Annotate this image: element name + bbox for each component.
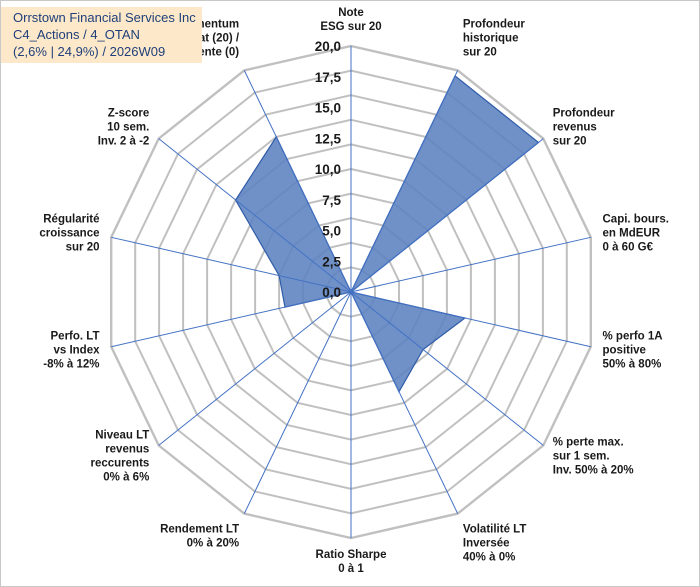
axis-label-line: en MdEUR xyxy=(603,227,661,239)
axis-label-line: Z-score xyxy=(108,107,150,119)
axis-label-line: Rendement LT xyxy=(160,523,239,535)
axis-label-line: croissance xyxy=(39,227,99,239)
axis-label-line: 0 à 1 xyxy=(338,563,364,575)
axis-label-line: Capi. bours. xyxy=(603,213,669,225)
axis-label-line: sur 20 xyxy=(553,135,587,147)
axis-label-line: Note xyxy=(338,7,364,19)
axis-label-line: Niveau LT xyxy=(95,430,149,442)
axis-label: Volatilité LT Inversée 40% à 0% xyxy=(463,523,526,563)
axis-label: Profondeur historique sur 20 xyxy=(463,19,525,59)
axis-label: Rendement LT 0% à 20% xyxy=(160,523,239,549)
tick-label: 0,0 xyxy=(322,285,341,300)
axis-spoke xyxy=(158,138,352,293)
axis-label-line: Inversée xyxy=(463,537,510,549)
tick-label: 17,5 xyxy=(315,70,342,85)
category-code: C4_Actions / 4_OTAN xyxy=(13,27,140,42)
axis-label: Z-score 10 sem. Inv. 2 à -2 xyxy=(98,107,150,147)
axis-label-line: Ratio Sharpe xyxy=(316,549,387,561)
axis-spoke xyxy=(350,291,459,514)
data-area xyxy=(234,74,540,393)
tick-label: 12,5 xyxy=(315,131,342,146)
tick-label: 20,0 xyxy=(315,39,341,54)
axis-spoke xyxy=(111,291,352,348)
info-box: Orrstown Financial Services Inc C4_Actio… xyxy=(1,7,202,63)
axis-label-line: Vente (0) xyxy=(191,47,239,59)
axis-label-line: Profondeur xyxy=(553,107,615,119)
axis-label-line: revenus xyxy=(553,121,597,133)
axis-label-line: % perte max. xyxy=(553,437,624,449)
axis-label-line: Inv. 50% à 20% xyxy=(553,465,634,477)
axis-spoke xyxy=(350,291,591,348)
axis-label-line: 0% à 6% xyxy=(103,472,149,484)
axis-label-line: positive xyxy=(603,345,646,357)
axis-label: Note ESG sur 20 xyxy=(320,7,381,33)
axis-spoke xyxy=(158,291,352,446)
axis-label-line: 0% à 20% xyxy=(187,537,239,549)
tick-label: 15,0 xyxy=(315,101,341,116)
axis-spoke xyxy=(111,236,352,293)
axis-label-line: revenus xyxy=(105,444,149,456)
axis-spoke xyxy=(243,70,352,293)
axis-label: % perfo 1A positive 50% à 80% xyxy=(603,331,663,371)
axis-label: Profondeur revenus sur 20 xyxy=(553,107,615,147)
axis-label: Perfo. LT vs Index -8% à 12% xyxy=(43,331,100,371)
axis-label-line: -8% à 12% xyxy=(43,359,99,371)
tick-label: 10,0 xyxy=(315,162,341,177)
axis-label: Régularité croissance sur 20 xyxy=(39,213,99,253)
axis-label-line: 10 sem. xyxy=(107,121,149,133)
axis-label-line: reccurents xyxy=(90,458,149,470)
axis-label-line: sur 20 xyxy=(66,241,100,253)
axis-label-line: 0 à 60 G€ xyxy=(603,241,654,253)
axis-label-line: historique xyxy=(463,33,519,45)
axis-label: Capi. bours. en MdEUR 0 à 60 G€ xyxy=(603,213,669,253)
axis-label-line: Volatilité LT xyxy=(463,523,526,535)
axis-label-line: Inv. 2 à -2 xyxy=(98,135,150,147)
axis-label-line: 40% à 0% xyxy=(463,551,515,563)
axis-label-line: 50% à 80% xyxy=(603,359,662,371)
tick-label: 5,0 xyxy=(322,224,341,239)
tick-label: 7,5 xyxy=(322,193,341,208)
axis-label: Niveau LT revenus reccurents 0% à 6% xyxy=(90,430,149,484)
axis-spoke xyxy=(350,291,544,446)
axis-spoke xyxy=(243,291,352,514)
axis-label-line: Profondeur xyxy=(463,19,525,31)
company-name: Orrstown Financial Services Inc xyxy=(13,10,196,25)
tick-label: 2,5 xyxy=(322,254,341,269)
axis-label-line: ESG sur 20 xyxy=(320,21,381,33)
axis-spoke xyxy=(350,138,544,293)
axis-label-line: sur 1 sem. xyxy=(553,451,610,463)
axis-label-line: vs Index xyxy=(53,345,100,357)
axis-label-line: Régularité xyxy=(43,213,99,225)
axis-spoke xyxy=(350,70,459,293)
axis-label: % perte max. sur 1 sem. Inv. 50% à 20% xyxy=(553,437,634,477)
axis-label-line: sur 20 xyxy=(463,47,497,59)
period-info: (2,6% | 24,9%) / 2026W09 xyxy=(13,44,166,59)
axis-label-line: % perfo 1A xyxy=(603,331,663,343)
axis-label: Ratio Sharpe 0 à 1 xyxy=(316,549,387,575)
axis-spoke xyxy=(350,236,591,293)
axis-label-line: Perfo. LT xyxy=(51,331,100,343)
